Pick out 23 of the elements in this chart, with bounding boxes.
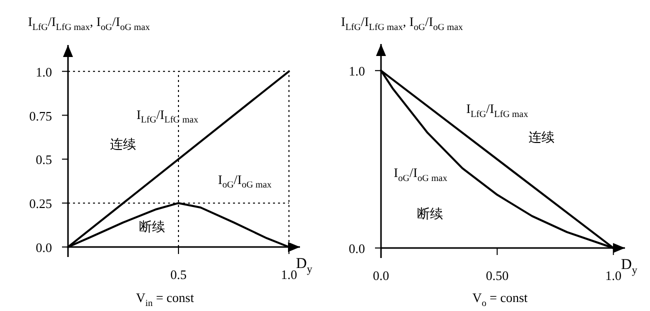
annotation: 断续	[416, 206, 443, 221]
x-tick-label: 0.50	[486, 268, 509, 283]
annotation: 断续	[138, 219, 165, 234]
series-label: I$_{oG}$/I$_{oG max}$	[394, 165, 448, 184]
ylabel: I$_{LfG}$/I$_{LfG max}$, I$_{oG}$/I$_{oG max}$	[28, 14, 150, 33]
annotation: 连续	[528, 130, 554, 145]
x-tick-label: 0.0	[372, 268, 390, 283]
y-tick-label: 0.0	[36, 240, 52, 255]
y-tick-label: 0.75	[29, 108, 52, 124]
y-tick-label: 1.0	[36, 64, 52, 80]
y-tick-label: 0.5	[36, 152, 52, 168]
x-tick-label: 0.5	[170, 267, 187, 282]
annotation: 连续	[110, 136, 136, 152]
text: V$_{o}$ = const	[472, 290, 528, 309]
series-label: I$_{LfG}$/I$_{LfG max}$	[466, 101, 528, 120]
ylabel: I$_{LfG}$/I$_{LfG max}$, I$_{oG}$/I$_{oG max}$	[341, 14, 463, 33]
y-tick-label: 0.25	[29, 196, 52, 212]
text: V$_{in}$ = const	[136, 290, 194, 309]
x-tick-label: 1.0	[605, 268, 622, 283]
series-label: I$_{oG}$/I$_{oG max}$	[218, 172, 272, 191]
x-tick-label: 1.0	[280, 267, 298, 282]
x-axis-title: D$_{y}$	[296, 256, 313, 276]
x-axis-title: D$_{y}$	[621, 257, 638, 276]
